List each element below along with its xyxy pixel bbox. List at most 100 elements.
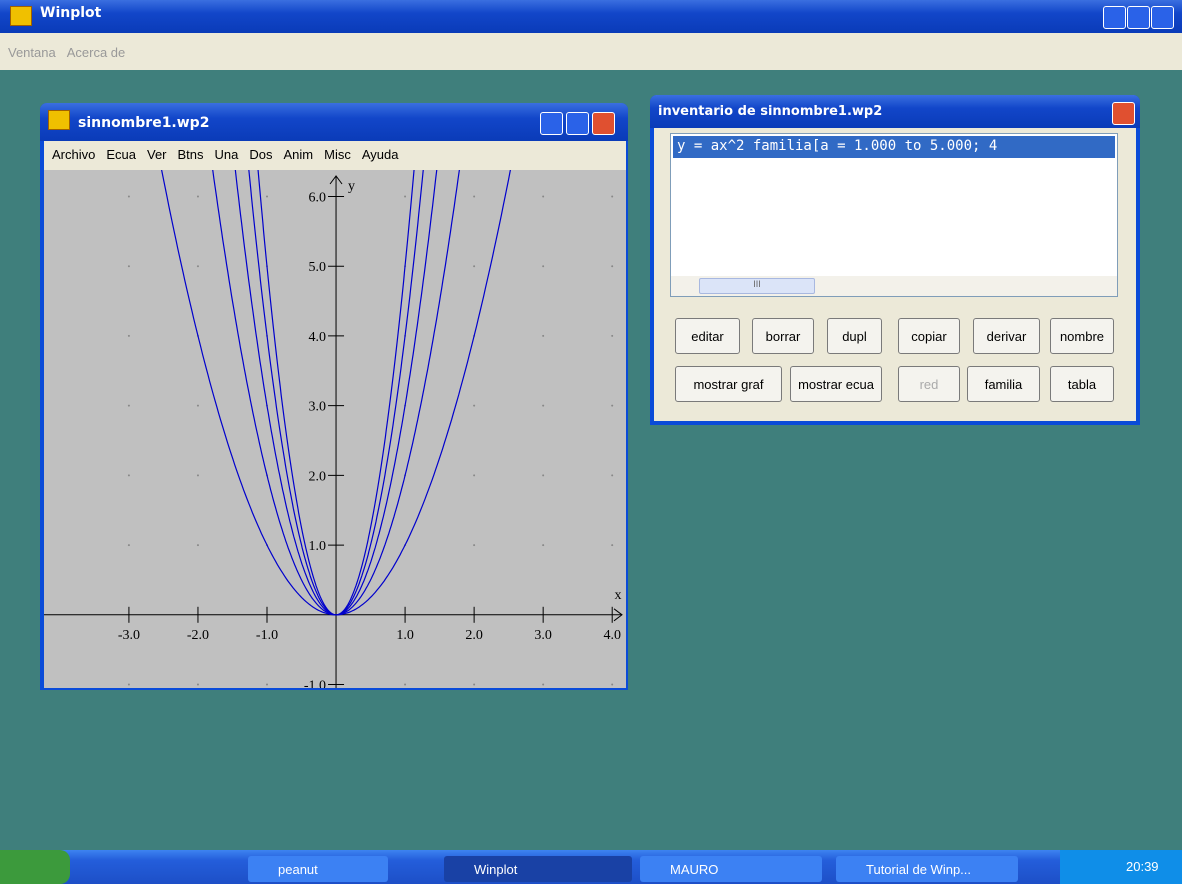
grid-dot: [542, 405, 544, 407]
grid-dot: [542, 474, 544, 476]
x-tick-label: -2.0: [187, 628, 209, 643]
button[interactable]: mostrar ecua: [790, 366, 882, 402]
x-axis-label: x: [615, 588, 622, 603]
inventory-title: inventario de sinnombre1.wp2: [658, 104, 882, 119]
menu-item[interactable]: Ventana: [8, 45, 56, 60]
grid-dot: [473, 405, 475, 407]
x-tick-label: 3.0: [534, 628, 552, 643]
menu-item[interactable]: Ver: [147, 147, 167, 162]
grid-dot: [197, 474, 199, 476]
grid-dot: [404, 195, 406, 197]
close[interactable]: [1151, 6, 1174, 29]
button[interactable]: dupl: [827, 318, 882, 354]
button[interactable]: derivar: [973, 318, 1040, 354]
menu-item[interactable]: Misc: [324, 147, 351, 162]
plot-minimize[interactable]: [540, 112, 563, 135]
x-tick-label: -1.0: [256, 628, 278, 643]
grid-dot: [128, 195, 130, 197]
y-axis-label: y: [348, 179, 355, 194]
grid-dot: [197, 405, 199, 407]
grid-dot: [542, 195, 544, 197]
grid-dot: [542, 265, 544, 267]
grid-dot: [611, 684, 613, 686]
menu-item[interactable]: Archivo: [52, 147, 95, 162]
clock: 20:39: [1126, 859, 1159, 874]
screen: Winplot VentanaAcerca de sinnombre1.wp2 …: [0, 0, 1182, 884]
grid-dot: [473, 195, 475, 197]
inventory-title-bar: inventario de sinnombre1.wp2: [650, 95, 1140, 128]
tray: [1060, 850, 1182, 884]
grid-dot: [542, 684, 544, 686]
grid-dot: [473, 684, 475, 686]
menu-item[interactable]: Acerca de: [67, 45, 126, 60]
button[interactable]: borrar: [752, 318, 814, 354]
y-tick-label: 5.0: [309, 260, 327, 275]
grid-dot: [611, 195, 613, 197]
grid-dot: [128, 544, 130, 546]
app-title: Winplot: [40, 5, 101, 21]
grid-dot: [197, 195, 199, 197]
plot-icon: [48, 110, 70, 130]
button[interactable]: tabla: [1050, 366, 1114, 402]
app-icon: [10, 6, 32, 26]
button[interactable]: editar: [675, 318, 740, 354]
plot-title: sinnombre1.wp2: [78, 115, 209, 131]
task-button[interactable]: peanut: [248, 856, 388, 882]
y-tick-label: 6.0: [309, 190, 327, 205]
grid-dot: [404, 684, 406, 686]
h-scrollbar: III: [671, 276, 1117, 296]
plot-close[interactable]: [592, 112, 615, 135]
y-tick-label: -1.0: [304, 679, 326, 688]
y-tick-label: 1.0: [309, 539, 327, 554]
app-title-bar: Winplot: [0, 0, 1182, 33]
plot-maximize[interactable]: [566, 112, 589, 135]
menu-item[interactable]: Btns: [178, 147, 204, 162]
grid-dot: [128, 265, 130, 267]
menu-item[interactable]: Una: [215, 147, 239, 162]
y-tick-label: 2.0: [309, 469, 327, 484]
button[interactable]: copiar: [898, 318, 960, 354]
grid-dot: [611, 405, 613, 407]
task-button[interactable]: Winplot: [444, 856, 632, 882]
restore[interactable]: [1127, 6, 1150, 29]
task-button[interactable]: MAURO: [640, 856, 822, 882]
inventory-close[interactable]: [1112, 102, 1135, 125]
grid-dot: [266, 195, 268, 197]
button[interactable]: mostrar graf: [675, 366, 782, 402]
grid-dot: [197, 684, 199, 686]
grid-dot: [542, 544, 544, 546]
task-button[interactable]: Tutorial de Winp...: [836, 856, 1018, 882]
scroll-thumb[interactable]: III: [699, 278, 815, 294]
grid-dot: [128, 474, 130, 476]
menu-item[interactable]: Ecua: [106, 147, 136, 162]
grid-dot: [473, 544, 475, 546]
equation-item[interactable]: y = ax^2 familia[a = 1.000 to 5.000; 4: [673, 136, 1115, 158]
grid-dot: [611, 265, 613, 267]
button[interactable]: nombre: [1050, 318, 1114, 354]
grid-dot: [473, 474, 475, 476]
minimize[interactable]: [1103, 6, 1126, 29]
grid-dot: [542, 335, 544, 337]
y-tick-label: 3.0: [309, 400, 327, 415]
y-tick-label: 4.0: [309, 330, 327, 345]
app-menu: Ventana Acerca de: [0, 33, 1182, 70]
plot-menu: Archivo Ecua Ver Btns Una Dos Anim Misc Ayuda: [44, 141, 626, 170]
scroll-grip: III: [753, 279, 761, 289]
grid-dot: [128, 684, 130, 686]
plot-background: [44, 170, 626, 688]
menu-item[interactable]: Anim: [284, 147, 314, 162]
button: red: [898, 366, 960, 402]
grid-dot: [197, 544, 199, 546]
menu-item[interactable]: Ayuda: [362, 147, 399, 162]
start-button[interactable]: [0, 850, 70, 884]
button[interactable]: familia: [967, 366, 1040, 402]
grid-dot: [197, 265, 199, 267]
grid-dot: [266, 684, 268, 686]
menu-item[interactable]: Dos: [249, 147, 272, 162]
grid-dot: [611, 474, 613, 476]
grid-dot: [611, 335, 613, 337]
grid-dot: [128, 335, 130, 337]
x-tick-label: 2.0: [465, 628, 483, 643]
grid-dot: [611, 544, 613, 546]
x-tick-label: 4.0: [603, 628, 621, 643]
